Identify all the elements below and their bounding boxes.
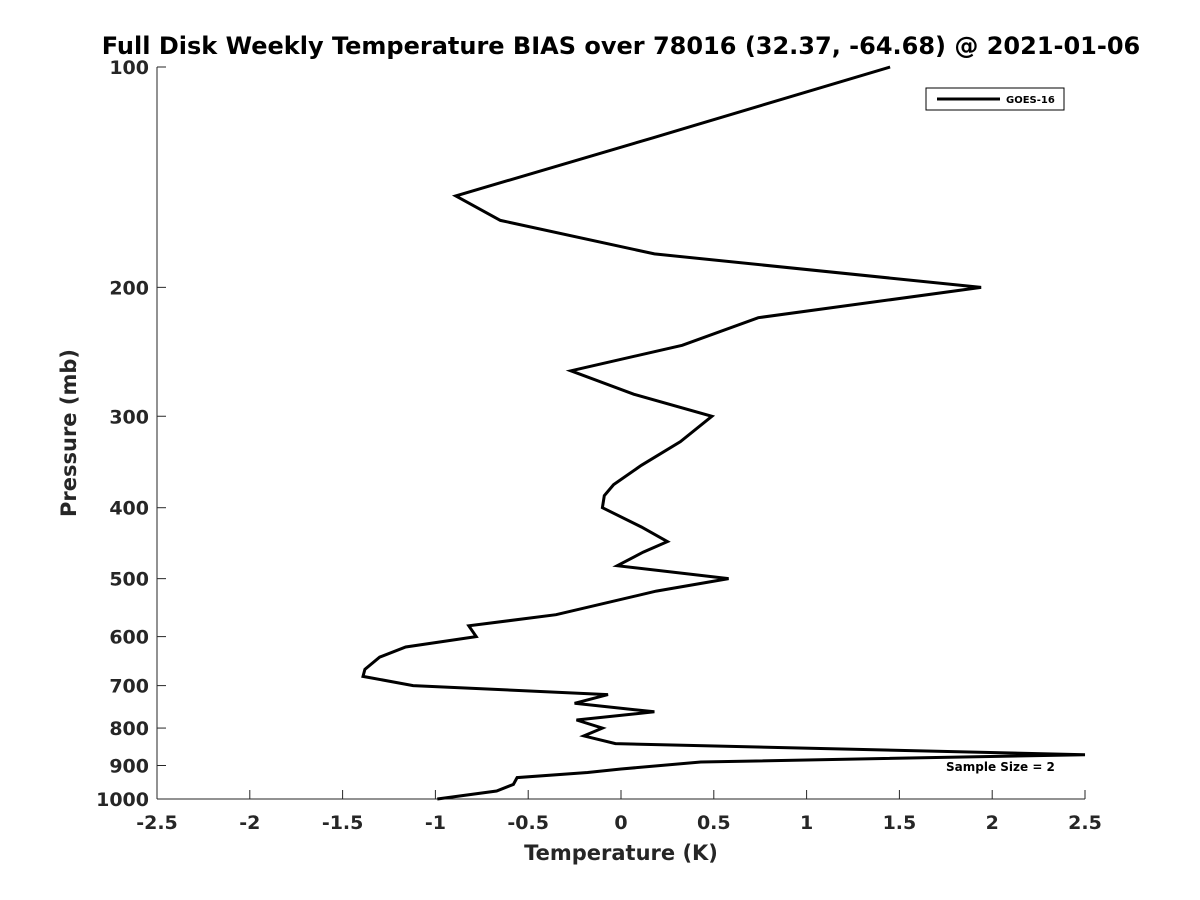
y-axis-label: Pressure (mb) [57, 349, 81, 517]
x-tick-label: -2 [239, 812, 260, 834]
y-tick-label: 500 [109, 569, 149, 591]
x-tick-label: 0.5 [697, 812, 731, 834]
y-tick-label: 900 [109, 756, 149, 778]
sample-size-annotation: Sample Size = 2 [946, 760, 1055, 774]
chart-title: Full Disk Weekly Temperature BIAS over 7… [102, 32, 1141, 60]
series-layer [361, 65, 1086, 801]
y-tick-label: 800 [109, 718, 149, 740]
y-axis-ticks: 100 200 300 400 500 600 700 800 900 1000 [96, 57, 166, 811]
x-tick-label: 0 [614, 812, 627, 834]
y-tick-label: 100 [109, 57, 149, 79]
x-tick-label: -1.5 [322, 812, 364, 834]
y-tick-label: 700 [109, 676, 149, 698]
x-tick-label: 2 [986, 812, 999, 834]
legend-label-goes-16: GOES-16 [1006, 95, 1055, 106]
axes [156, 67, 1085, 800]
x-axis-label: Temperature (K) [524, 841, 718, 865]
x-tick-label: 1.5 [883, 812, 917, 834]
y-tick-label: 300 [109, 406, 149, 428]
y-tick-label: 400 [109, 498, 149, 520]
series-line-goes-16 [361, 65, 1086, 801]
y-tick-label: 600 [109, 627, 149, 649]
y-tick-label: 200 [109, 277, 149, 299]
x-tick-label: 2.5 [1068, 812, 1102, 834]
legend: GOES-16 [925, 87, 1065, 111]
x-axis-ticks: -2.5 -2 -1.5 -1 -0.5 0 0.5 1 1.5 2 2.5 [136, 790, 1102, 834]
y-tick-label: 1000 [96, 789, 149, 811]
x-tick-label: -0.5 [507, 812, 549, 834]
x-tick-label: -1 [425, 812, 446, 834]
x-tick-label: -2.5 [136, 812, 178, 834]
x-tick-label: 1 [800, 812, 813, 834]
